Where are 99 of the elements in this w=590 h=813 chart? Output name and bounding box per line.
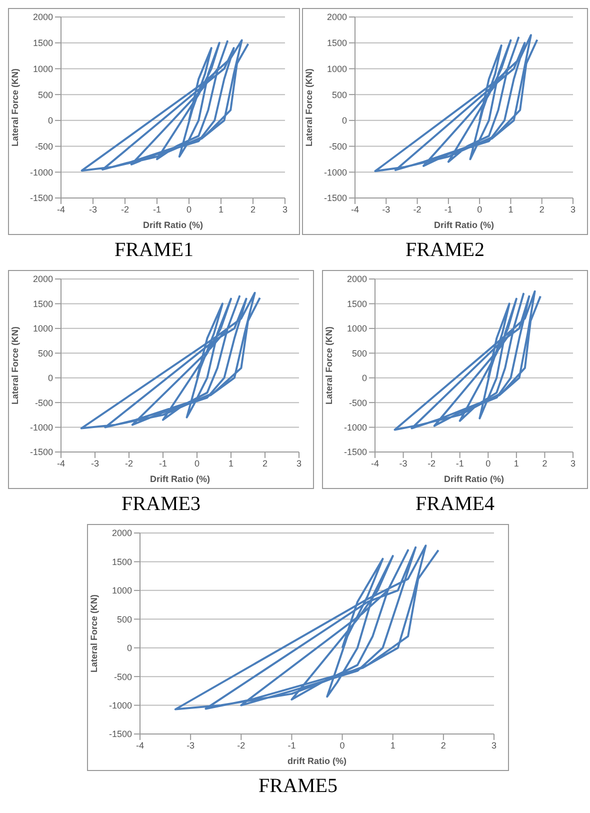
y-tick-label: 500: [116, 614, 132, 624]
x-tick-label: 2: [539, 204, 544, 214]
y-tick-label: -1500: [108, 729, 132, 740]
y-tick-label: -1500: [324, 193, 347, 204]
x-tick-label: 1: [218, 204, 224, 214]
y-tick-label: -1000: [30, 167, 53, 178]
y-tick-label: -1000: [324, 167, 347, 178]
x-tick-label: -2: [120, 204, 130, 214]
text: FRAME3: [120, 493, 202, 516]
x-tick-label: 1: [514, 458, 519, 468]
x-tick-label: 1: [228, 458, 234, 468]
y-axis-title: Lateral Force (KN): [89, 594, 100, 673]
x-tick-label: -4: [136, 740, 144, 750]
y-tick-label: 1500: [32, 298, 53, 309]
x-axis-title: Drift Ratio (%): [444, 474, 504, 484]
y-tick-label: 1500: [32, 38, 53, 48]
x-tick-label: -1: [444, 204, 452, 214]
x-tick-label: 2: [250, 204, 256, 214]
y-tick-label: 1000: [346, 324, 367, 334]
y-tick-label: 0: [362, 373, 367, 384]
x-tick-label: -4: [56, 458, 66, 468]
y-tick-label: -1500: [344, 447, 367, 458]
x-tick-label: 0: [186, 204, 192, 214]
x-tick-label: -1: [456, 458, 464, 468]
y-tick-label: 2000: [326, 12, 347, 22]
x-tick-label: -2: [413, 204, 422, 214]
x-tick-label: -4: [350, 204, 360, 214]
y-tick-label: -500: [34, 141, 53, 152]
y-tick-label: -500: [328, 141, 347, 152]
x-tick-label: -2: [428, 458, 436, 468]
line-series: [374, 34, 538, 172]
y-tick-label: -1500: [30, 447, 53, 458]
y-tick-label: 1000: [32, 324, 53, 334]
x-axis-title: drift Ratio (%): [288, 756, 346, 766]
x-tick-label: -4: [370, 458, 380, 468]
x-tick-label: -1: [152, 204, 162, 214]
y-tick-label: 0: [48, 373, 53, 384]
y-tick-label: 500: [38, 348, 53, 358]
y-tick-label: 2000: [32, 274, 53, 284]
x-tick-label: -3: [88, 204, 98, 214]
x-axis-title: Drift Ratio (%): [434, 220, 494, 230]
y-axis-title: Lateral Force (KN): [10, 68, 20, 147]
y-tick-label: -1000: [108, 700, 132, 710]
x-tick-label: -3: [90, 458, 100, 468]
text: FRAME4: [414, 493, 496, 516]
y-tick-label: 1500: [326, 38, 347, 48]
x-tick-label: -2: [237, 740, 246, 750]
y-axis-title: Lateral Force (KN): [324, 326, 334, 405]
x-tick-label: 3: [570, 204, 576, 214]
x-tick-label: -1: [288, 740, 296, 750]
y-tick-label: 2000: [346, 274, 367, 284]
x-tick-label: 3: [570, 458, 576, 468]
x-tick-label: -3: [382, 204, 390, 214]
x-tick-label: -4: [56, 204, 66, 214]
y-tick-label: 2000: [112, 528, 132, 538]
x-tick-label: 3: [491, 740, 497, 750]
y-tick-label: 2000: [32, 12, 53, 22]
x-tick-label: 1: [508, 204, 514, 214]
y-tick-label: -1500: [30, 193, 53, 204]
x-tick-label: -2: [124, 458, 134, 468]
y-tick-label: -500: [348, 398, 367, 408]
y-tick-label: 500: [352, 348, 367, 358]
line-series: [174, 544, 440, 710]
y-tick-label: 1500: [112, 556, 132, 567]
y-tick-label: 0: [126, 643, 132, 654]
y-tick-label: -1000: [30, 422, 53, 432]
x-tick-label: -1: [158, 458, 168, 468]
y-tick-label: 1000: [112, 586, 132, 596]
x-axis-title: Drift Ratio (%): [143, 220, 203, 230]
x-tick-label: 0: [477, 204, 482, 214]
x-tick-label: -3: [399, 458, 408, 468]
x-tick-label: 0: [194, 458, 200, 468]
line-series: [80, 39, 250, 172]
x-axis-title: Drift Ratio (%): [150, 474, 210, 484]
x-tick-label: -3: [186, 740, 195, 750]
y-tick-label: -500: [34, 398, 53, 408]
y-tick-label: 1500: [346, 298, 367, 309]
text: FRAME5: [258, 775, 338, 798]
y-tick-label: 1000: [32, 64, 53, 74]
y-tick-label: 0: [342, 116, 347, 126]
y-axis-title: Lateral Force (KN): [10, 326, 20, 405]
y-tick-label: 1000: [326, 64, 347, 74]
y-tick-label: 0: [48, 116, 53, 126]
x-tick-label: 1: [390, 740, 396, 750]
x-tick-label: 2: [440, 740, 446, 750]
y-axis-title: Lateral Force (KN): [304, 68, 314, 147]
y-tick-label: 500: [332, 90, 347, 100]
y-tick-label: -1000: [344, 422, 367, 432]
line-series: [394, 290, 542, 431]
y-tick-label: -500: [114, 672, 132, 682]
text: FRAME2: [404, 239, 486, 262]
x-tick-label: 3: [282, 204, 288, 214]
text: FRAME1: [114, 239, 194, 262]
x-tick-label: 0: [486, 458, 491, 468]
x-tick-label: 2: [262, 458, 268, 468]
x-tick-label: 3: [296, 458, 302, 468]
y-tick-label: 500: [38, 90, 53, 100]
line-series: [80, 292, 261, 430]
x-tick-label: 2: [542, 458, 548, 468]
